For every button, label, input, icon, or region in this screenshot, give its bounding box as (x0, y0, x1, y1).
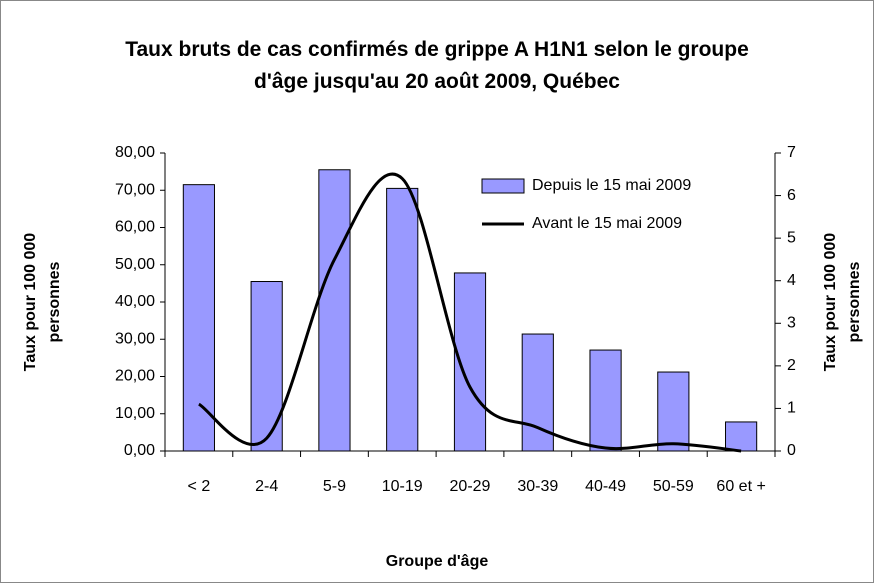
y-tick-label: 50,00 (115, 256, 155, 273)
x-tick-label: 2-4 (255, 478, 278, 495)
y2-tick-label: 0 (787, 442, 796, 459)
y-tick-label: 20,00 (115, 368, 155, 385)
bar (250, 281, 283, 452)
y2-tick-label: 1 (787, 400, 796, 417)
x-tick-label: < 2 (188, 478, 211, 495)
y-tick-label: 70,00 (115, 181, 155, 198)
x-tick-label: 5-9 (323, 478, 346, 495)
x-tick-label: 60 et + (716, 478, 765, 495)
y2-tick-label: 5 (787, 229, 796, 246)
y-tick-label: 40,00 (115, 293, 155, 310)
line (198, 172, 742, 453)
x-tick-label: 10-19 (382, 478, 423, 495)
legend-label: Depuis le 15 mai 2009 (532, 177, 691, 194)
bar (318, 169, 351, 452)
y2-tick-label: 7 (787, 144, 796, 161)
legend-swatch (481, 178, 525, 194)
y-tick-label: 0,00 (124, 442, 155, 459)
y-tick-label: 80,00 (115, 144, 155, 161)
bar (386, 187, 419, 452)
y2-tick-label: 6 (787, 187, 796, 204)
y2-tick-label: 4 (787, 272, 796, 289)
legend-label: Avant le 15 mai 2009 (532, 215, 682, 232)
x-tick-label: 20-29 (450, 478, 491, 495)
bar (182, 184, 215, 452)
x-axis-label: Groupe d'âge (386, 553, 489, 570)
y-tick-label: 10,00 (115, 405, 155, 422)
y-tick-label: 30,00 (115, 330, 155, 347)
y2-tick-label: 2 (787, 357, 796, 374)
x-tick-label: 30-39 (517, 478, 558, 495)
bar (657, 371, 690, 452)
x-tick-label: 40-49 (585, 478, 626, 495)
bar (589, 349, 622, 452)
x-tick-label: 50-59 (653, 478, 694, 495)
y-tick-label: 60,00 (115, 219, 155, 236)
bar (725, 421, 758, 452)
y-axis-label: Taux pour 100 000 personnes (22, 233, 63, 372)
y2-tick-label: 3 (787, 315, 796, 332)
y2-axis-label: Taux pour 100 000 personnes (822, 233, 863, 372)
chart-title: Taux bruts de cas confirmés de grippe A … (125, 38, 749, 93)
